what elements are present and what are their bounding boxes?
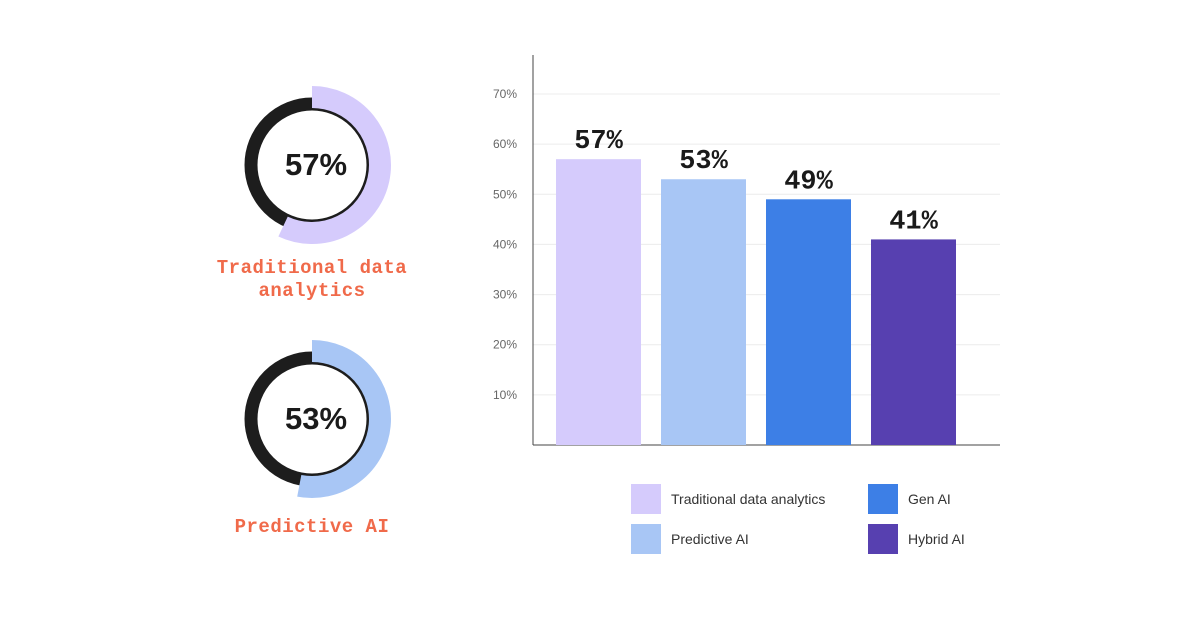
donut-traditional-data-analytics: 57%	[220, 85, 420, 245]
donut-ring	[244, 86, 391, 244]
donut-arc	[297, 340, 391, 498]
bar-value-label: 53%	[679, 147, 728, 177]
legend-item-traditional: Traditional data analytics	[631, 484, 825, 514]
donut-label-predictive: Predictive AI	[180, 516, 444, 539]
legend-item-predictive: Predictive AI	[631, 524, 749, 554]
y-tick-label: 60%	[493, 137, 517, 151]
bar-value-label: 49%	[784, 167, 833, 197]
donut-value: 57%	[284, 147, 348, 182]
legend-swatch	[631, 524, 661, 554]
legend-swatch	[868, 484, 898, 514]
bar-chart: 10% 20% 30% 40% 50% 60% 70% 57% 53% 49% 41%	[493, 55, 1000, 446]
bar	[661, 179, 746, 445]
donut-label-line-1: Traditional data	[216, 257, 408, 279]
bar	[766, 199, 851, 445]
donut-label-line-2: analytics	[258, 280, 366, 302]
y-tick-label: 50%	[493, 187, 517, 201]
bar-value-label: 41%	[889, 207, 938, 237]
legend-swatch	[631, 484, 661, 514]
bar	[556, 159, 641, 445]
y-tick-label: 70%	[493, 87, 517, 101]
donut-predictive-ai: 53%	[220, 339, 420, 499]
legend-item-gen-ai: Gen AI	[868, 484, 951, 514]
donut-arc	[278, 86, 391, 244]
y-tick-label: 40%	[493, 237, 517, 251]
legend-label: Hybrid AI	[908, 531, 965, 547]
y-tick-label: 10%	[493, 388, 517, 402]
legend-item-hybrid-ai: Hybrid AI	[868, 524, 965, 554]
donut-ring	[244, 340, 391, 498]
legend-label: Gen AI	[908, 491, 951, 507]
legend-label: Traditional data analytics	[671, 491, 826, 507]
y-tick-label: 30%	[493, 288, 517, 302]
legend-swatch	[868, 524, 898, 554]
donut-label-traditional: Traditional data analytics	[180, 257, 444, 303]
legend-label: Predictive AI	[671, 531, 749, 547]
y-tick-label: 20%	[493, 338, 517, 352]
bar	[871, 239, 956, 445]
donut-label-line-1: Predictive AI	[234, 516, 390, 538]
donut-value: 53%	[284, 401, 348, 436]
bar-value-label: 57%	[574, 127, 623, 157]
